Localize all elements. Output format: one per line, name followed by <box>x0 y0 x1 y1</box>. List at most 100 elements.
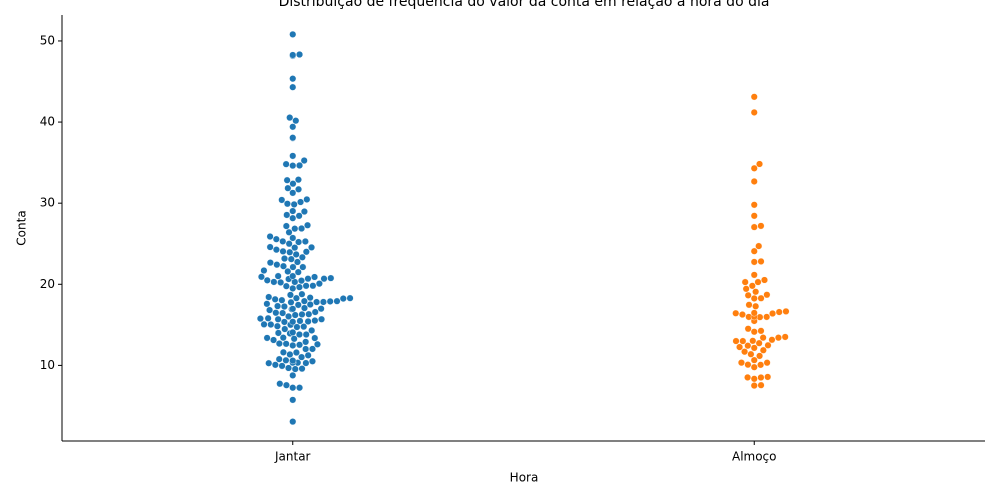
point <box>289 371 297 379</box>
point <box>286 248 294 256</box>
point <box>278 296 286 304</box>
point <box>750 344 758 352</box>
point <box>763 313 771 321</box>
point <box>300 323 308 331</box>
point <box>760 276 768 284</box>
y-tick-label: 40 <box>40 115 55 129</box>
point <box>741 278 749 286</box>
point <box>759 334 767 342</box>
point <box>750 93 758 101</box>
point <box>295 331 303 339</box>
point <box>744 291 752 299</box>
point <box>295 212 303 220</box>
point <box>275 340 283 348</box>
point <box>274 315 282 323</box>
point <box>757 222 765 230</box>
point <box>755 339 763 347</box>
point <box>289 162 297 170</box>
point <box>302 282 310 290</box>
point <box>308 357 316 365</box>
point <box>285 364 293 372</box>
point <box>750 223 758 231</box>
point <box>775 308 783 316</box>
point <box>289 152 297 160</box>
point <box>289 357 297 365</box>
point <box>306 294 314 302</box>
point <box>755 242 763 250</box>
point <box>750 201 758 209</box>
point <box>286 291 294 299</box>
point <box>297 198 305 206</box>
point <box>313 298 321 306</box>
point <box>265 293 273 301</box>
point <box>732 309 740 317</box>
point <box>750 258 758 266</box>
point <box>744 342 752 350</box>
point <box>279 334 287 342</box>
point <box>281 325 289 333</box>
point <box>311 308 319 316</box>
point <box>285 240 293 248</box>
point <box>267 321 275 329</box>
point <box>318 315 326 323</box>
point <box>284 267 292 275</box>
point <box>289 189 297 197</box>
point <box>782 307 790 315</box>
point <box>333 297 341 305</box>
point <box>739 337 747 345</box>
point <box>769 309 777 317</box>
point <box>291 278 299 286</box>
point <box>279 237 287 245</box>
point <box>298 353 306 361</box>
point <box>302 359 310 367</box>
point <box>292 250 300 258</box>
point <box>274 302 282 310</box>
point <box>293 323 301 331</box>
point <box>750 164 758 172</box>
point <box>757 257 765 265</box>
point <box>750 247 758 255</box>
point <box>768 336 776 344</box>
point <box>266 259 274 267</box>
point <box>300 157 308 165</box>
point <box>280 318 288 326</box>
point <box>750 375 758 383</box>
point <box>300 297 308 305</box>
point <box>744 361 752 369</box>
point <box>282 222 290 230</box>
point <box>298 224 306 232</box>
point <box>744 373 752 381</box>
point <box>750 294 758 302</box>
point <box>738 311 746 319</box>
point <box>311 273 319 281</box>
point <box>272 235 280 243</box>
point <box>309 282 317 290</box>
x-tick-label: Jantar <box>274 450 311 464</box>
point <box>294 301 302 309</box>
point <box>278 196 286 204</box>
point <box>270 278 278 286</box>
point <box>304 351 312 359</box>
point <box>290 335 298 343</box>
point <box>305 310 313 318</box>
point <box>300 304 308 312</box>
point <box>289 396 297 404</box>
point <box>308 326 316 334</box>
chart-title: Distribuição de frequência do valor da c… <box>279 0 770 10</box>
x-tick-label: Almoço <box>732 450 777 464</box>
point <box>289 180 297 188</box>
point <box>289 214 297 222</box>
point <box>290 200 298 208</box>
point <box>757 294 765 302</box>
point <box>276 380 284 388</box>
point <box>732 337 740 345</box>
point <box>287 255 295 263</box>
point <box>263 334 271 342</box>
point <box>292 117 300 125</box>
point <box>295 185 303 193</box>
point <box>287 298 295 306</box>
point <box>774 334 782 342</box>
point <box>742 285 750 293</box>
point <box>286 114 294 122</box>
point <box>279 309 287 317</box>
